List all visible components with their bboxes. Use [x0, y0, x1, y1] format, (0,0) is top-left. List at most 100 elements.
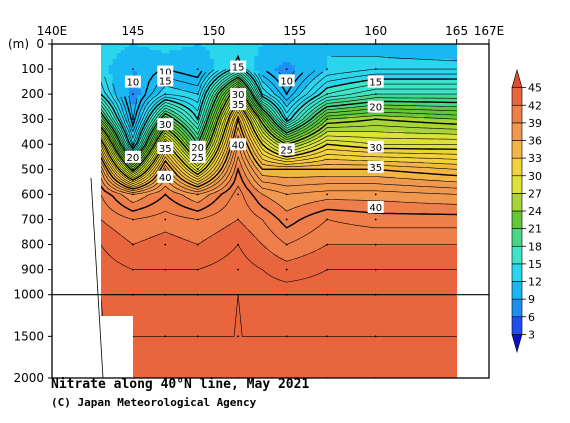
section-cell — [209, 62, 215, 66]
section-cell — [108, 44, 114, 48]
section-cell — [157, 281, 162, 286]
section-cell — [112, 158, 118, 162]
section-cell — [270, 245, 276, 250]
section-cell — [226, 47, 231, 51]
section-cell — [234, 86, 239, 90]
section-cell — [101, 158, 102, 162]
section-cell — [213, 137, 219, 141]
section-cell — [132, 374, 138, 378]
section-cell — [209, 298, 215, 302]
section-cell — [124, 224, 130, 229]
section-cell — [201, 328, 207, 332]
section-cell — [181, 311, 187, 316]
section-cell — [197, 104, 203, 108]
section-cell — [201, 119, 207, 123]
section-cell — [274, 301, 280, 306]
section-cell — [101, 242, 102, 247]
section-cell — [141, 170, 146, 174]
section-cell — [193, 137, 199, 141]
section-cell — [217, 364, 223, 369]
section-cell — [254, 194, 259, 198]
section-cell — [132, 98, 138, 102]
section-cell — [189, 173, 195, 177]
section-cell — [193, 119, 199, 123]
section-cell — [201, 266, 207, 271]
section-cell — [165, 374, 170, 378]
section-cell — [254, 101, 259, 105]
section-cell — [108, 263, 114, 268]
section-cell — [205, 194, 211, 198]
section-cell — [189, 128, 195, 132]
section-cell — [173, 281, 178, 286]
section-cell — [177, 272, 182, 277]
section-cell — [246, 311, 251, 316]
section-cell — [246, 218, 251, 223]
section-cell — [101, 224, 106, 229]
section-cell — [149, 341, 154, 346]
section-cell — [116, 218, 122, 223]
section-cell — [145, 149, 150, 153]
section-cell — [116, 158, 122, 162]
section-cell — [104, 263, 110, 268]
section-cell — [157, 236, 162, 241]
section-cell — [213, 56, 219, 60]
section-cell — [270, 290, 276, 295]
section-cell — [112, 83, 118, 87]
section-cell — [238, 251, 243, 256]
section-cell — [132, 290, 138, 295]
section-cell — [112, 371, 118, 376]
section-cell — [217, 62, 223, 66]
section-cell — [278, 128, 284, 132]
section-cell — [213, 86, 219, 90]
section-cell — [262, 188, 267, 192]
section-cell — [242, 242, 247, 247]
section-cell — [250, 152, 255, 156]
section-cell — [274, 89, 280, 93]
section-cell — [157, 344, 162, 349]
section-cell — [262, 368, 267, 372]
section-cell — [128, 62, 134, 66]
section-cell — [221, 275, 227, 280]
section-cell — [181, 361, 187, 366]
section-cell — [209, 254, 215, 259]
section-cell — [157, 272, 162, 277]
section-cell — [197, 269, 203, 274]
section-cell — [262, 131, 267, 135]
section-cell — [258, 173, 263, 177]
section-cell — [177, 318, 182, 322]
section-cell — [254, 215, 259, 220]
section-cell — [234, 230, 239, 235]
section-cell — [234, 158, 239, 162]
section-cell — [266, 197, 272, 201]
section-cell — [112, 314, 118, 319]
section-cell — [262, 164, 267, 168]
section-cell — [181, 224, 187, 229]
section-cell — [217, 314, 223, 319]
section-cell — [104, 143, 110, 147]
section-cell — [230, 272, 235, 277]
section-cell — [181, 368, 187, 372]
section-cell — [254, 59, 259, 63]
section-cell — [226, 203, 231, 207]
section-cell — [165, 287, 170, 292]
section-cell — [274, 311, 280, 316]
section-cell — [226, 149, 231, 153]
section-cell — [262, 308, 267, 312]
section-cell — [153, 269, 158, 274]
section-cell — [120, 371, 126, 376]
section-cell — [165, 254, 170, 259]
section-cell — [108, 242, 114, 247]
section-cell — [254, 53, 259, 57]
section-cell — [250, 59, 255, 63]
section-cell — [101, 134, 102, 138]
section-cell — [262, 230, 267, 235]
section-cell — [137, 251, 142, 256]
section-cell — [274, 348, 280, 352]
section-cell — [157, 164, 162, 168]
section-cell — [270, 328, 276, 332]
section-cell — [149, 113, 154, 117]
section-cell — [116, 311, 122, 316]
section-cell — [108, 239, 114, 244]
section-cell — [226, 287, 231, 292]
section-cell — [104, 361, 110, 366]
